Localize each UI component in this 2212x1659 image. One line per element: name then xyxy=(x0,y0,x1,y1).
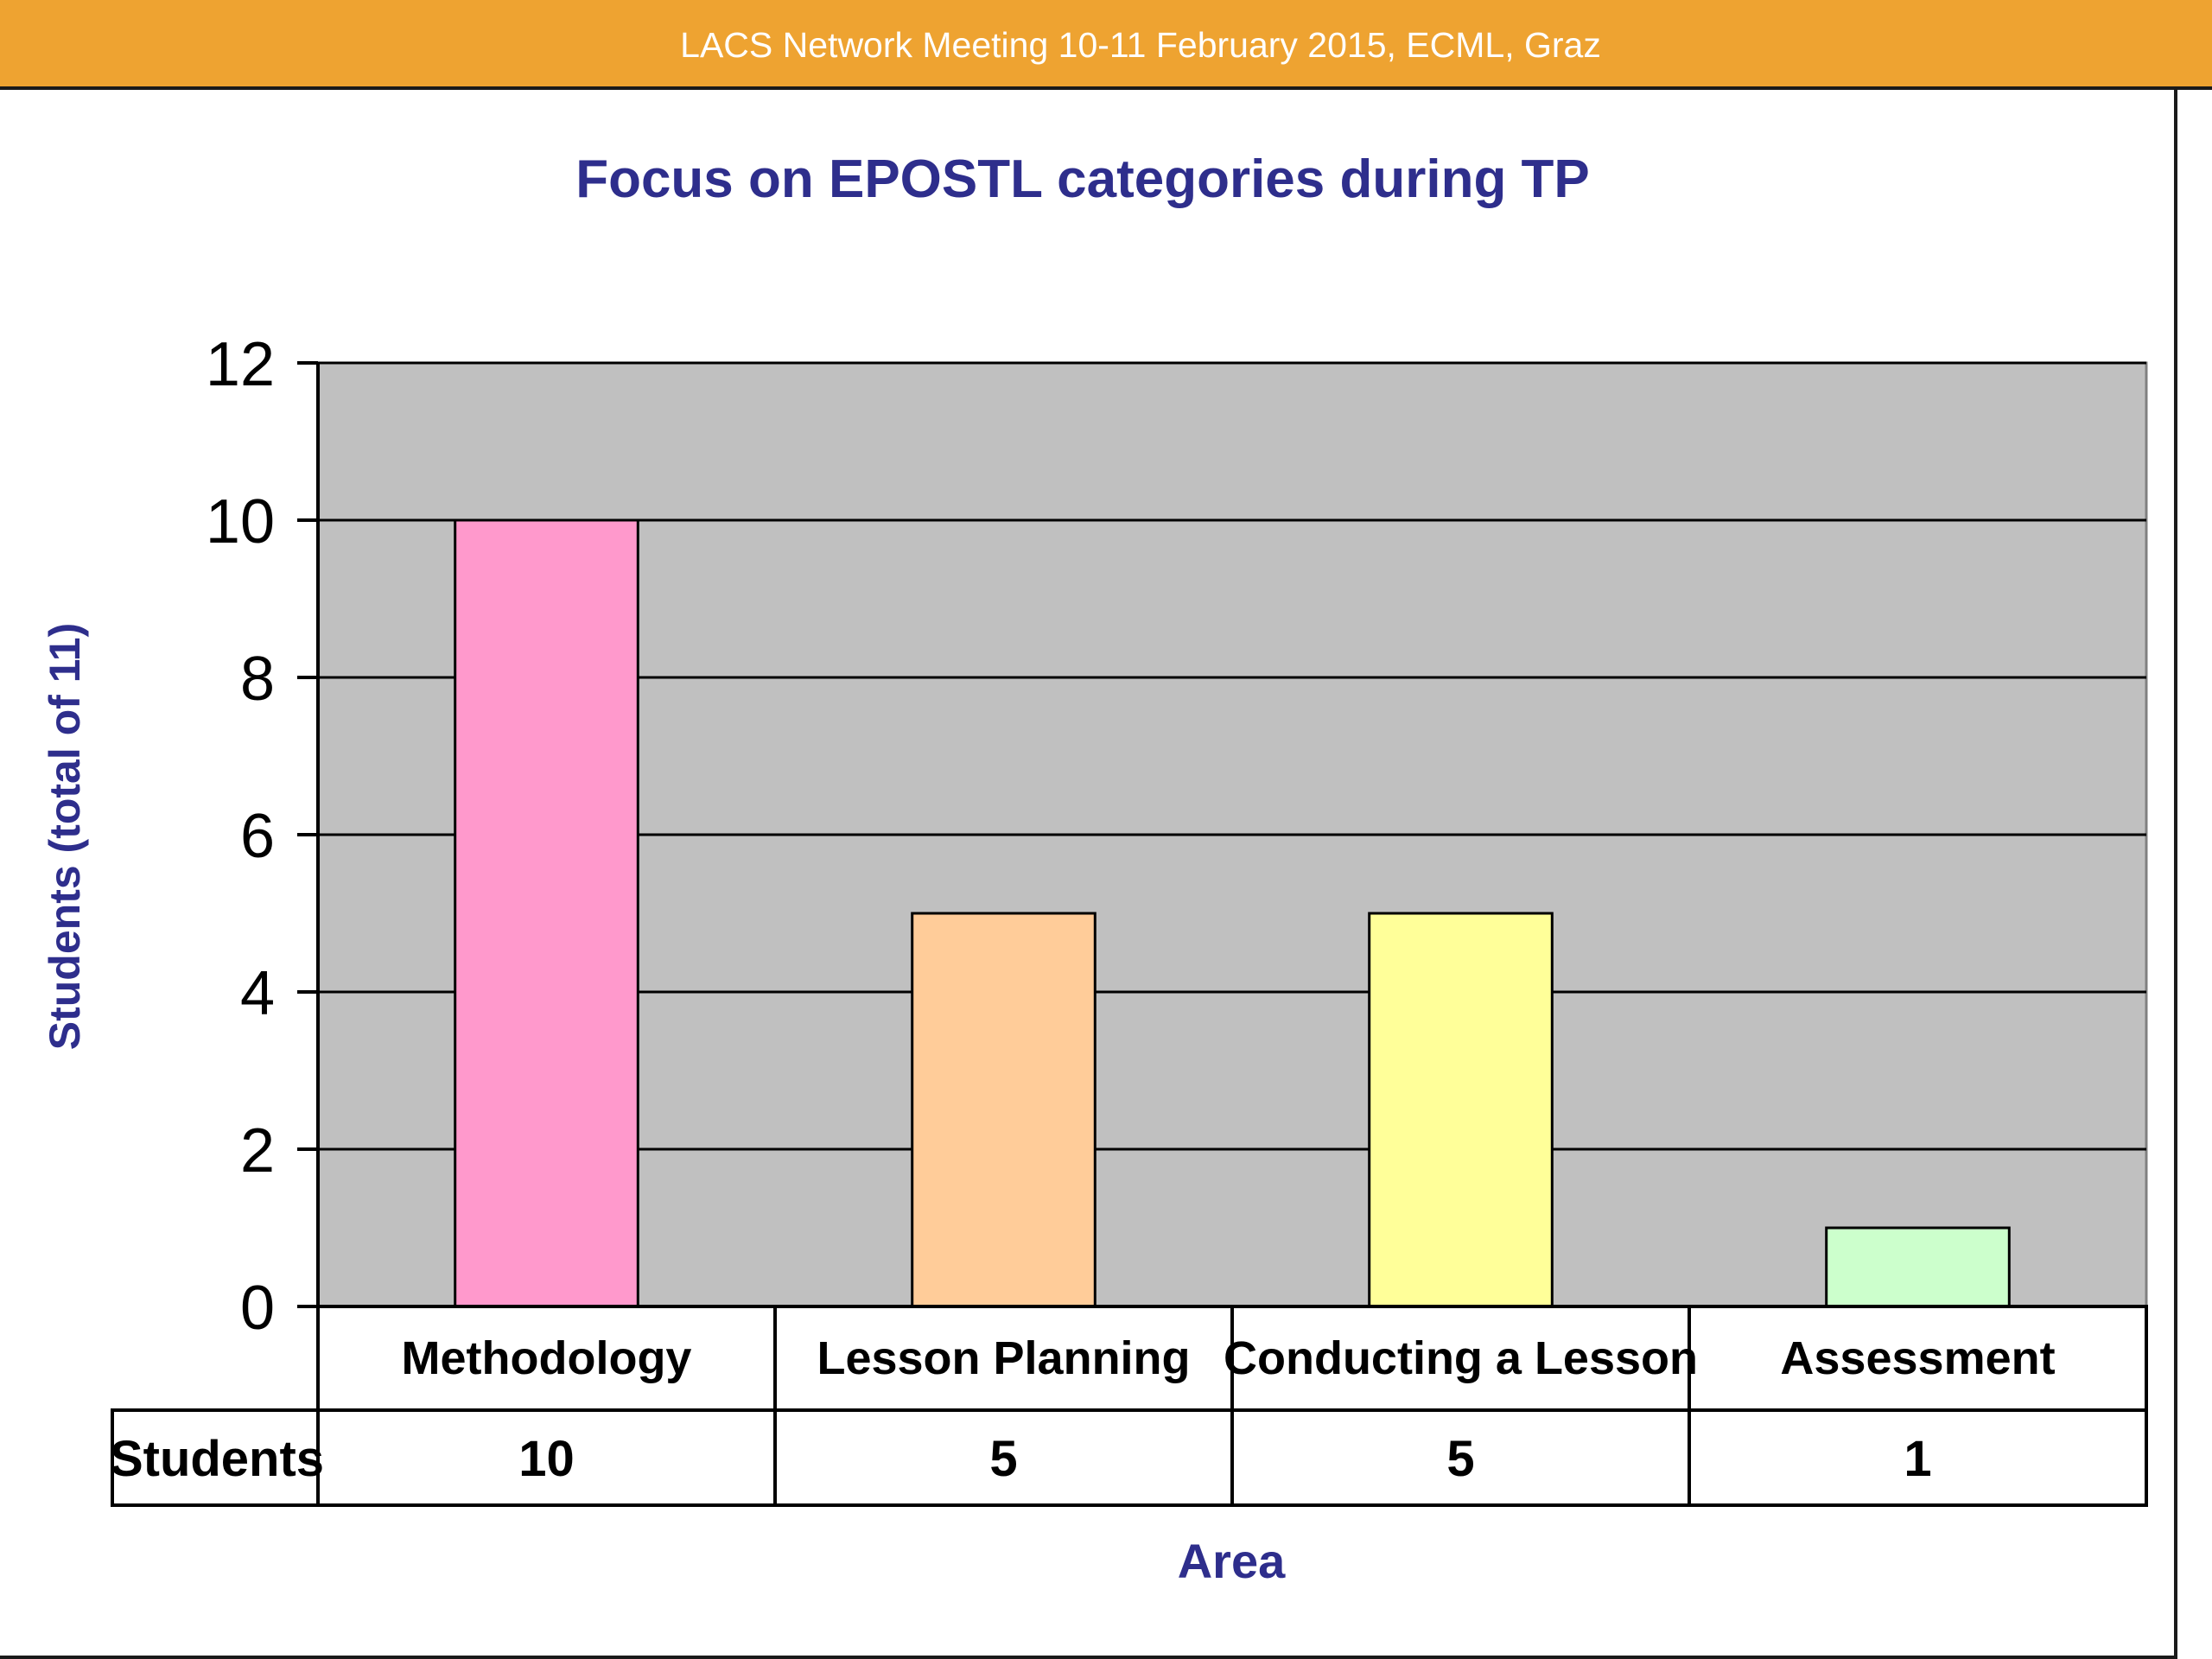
header-title: LACS Network Meeting 10-11 February 2015… xyxy=(680,25,1601,65)
y-axis-label: Students (total of 11) xyxy=(41,623,89,1050)
category-label: Lesson Planning xyxy=(817,1332,1190,1384)
table-value: 5 xyxy=(989,1431,1017,1487)
bar-conducting-a-lesson xyxy=(1368,912,1554,1308)
table-value-row xyxy=(111,1408,2148,1507)
y-tick-label: 10 xyxy=(206,487,275,556)
y-tick-label: 6 xyxy=(240,802,275,871)
table-value: 10 xyxy=(518,1431,575,1487)
category-label: Conducting a Lesson xyxy=(1224,1332,1698,1384)
y-tick-label: 2 xyxy=(240,1116,275,1185)
table-row-label: Students xyxy=(110,1431,324,1487)
category-label: Methodology xyxy=(402,1332,692,1384)
y-tick-label: 12 xyxy=(206,330,275,399)
header-band xyxy=(0,0,2212,90)
y-tick-label: 0 xyxy=(240,1274,275,1343)
chart-title: Focus on EPOSTL categories during TP xyxy=(575,149,1590,209)
bar-methodology xyxy=(454,518,639,1308)
y-tick-label: 4 xyxy=(240,959,275,1028)
bar-lesson-planning xyxy=(911,912,1096,1308)
x-axis-label: Area xyxy=(1178,1534,1286,1588)
table-value: 5 xyxy=(1446,1431,1474,1487)
slide-frame xyxy=(0,90,2177,1659)
y-tick-label: 8 xyxy=(240,645,275,714)
table-value: 1 xyxy=(1904,1431,1931,1487)
bar-assessment xyxy=(1825,1226,2011,1308)
category-label: Assessment xyxy=(1780,1332,2055,1384)
